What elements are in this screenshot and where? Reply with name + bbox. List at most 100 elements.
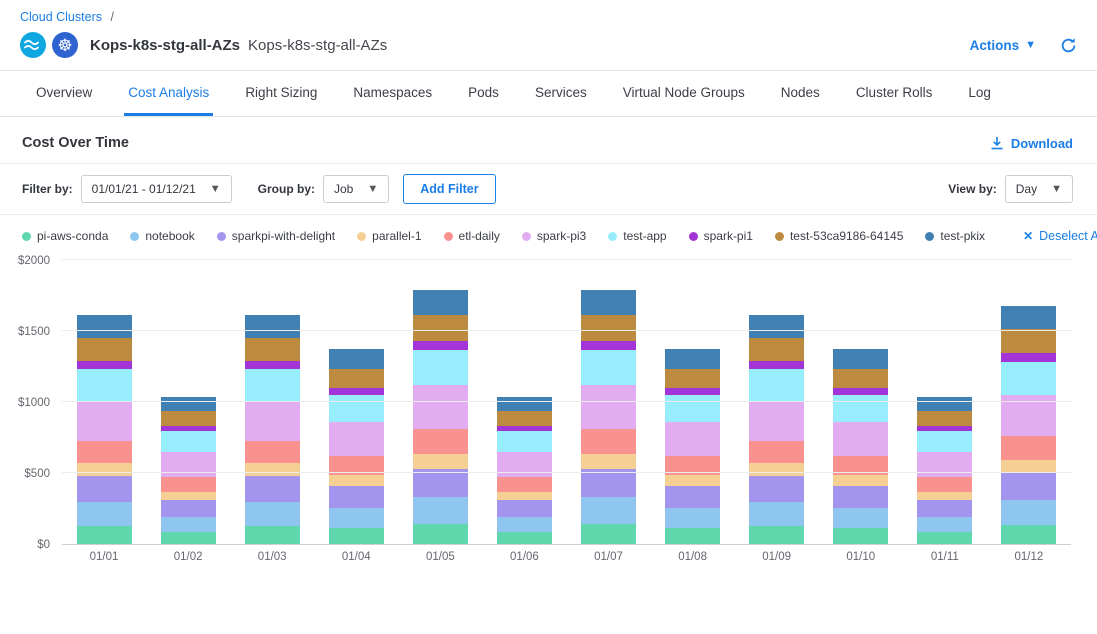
- bar-segment-sparkpi-with-delight[interactable]: [749, 476, 805, 502]
- bar-segment-parallel-1[interactable]: [328, 475, 384, 487]
- bar-segment-pi-aws-conda[interactable]: [76, 525, 132, 544]
- bar-segment-spark-pi3[interactable]: [581, 384, 636, 430]
- bar-segment-test-pkix[interactable]: [665, 349, 721, 369]
- bar-segment-test-53ca9186-64145[interactable]: [160, 411, 216, 427]
- bar-segment-spark-pi1[interactable]: [581, 340, 636, 351]
- bar-segment-notebook[interactable]: [581, 497, 636, 524]
- add-filter-button[interactable]: Add Filter: [403, 174, 496, 204]
- tab-overview[interactable]: Overview: [36, 84, 93, 100]
- bar-segment-etl-daily[interactable]: [328, 455, 384, 476]
- bar-segment-spark-pi1[interactable]: [833, 388, 889, 396]
- bar-segment-notebook[interactable]: [665, 507, 721, 529]
- legend-item-pi-aws-conda[interactable]: pi-aws-conda: [22, 229, 108, 243]
- bar-segment-sparkpi-with-delight[interactable]: [665, 486, 721, 508]
- bar-01/08[interactable]: [665, 349, 721, 544]
- bar-segment-test-app[interactable]: [1001, 362, 1057, 395]
- legend-item-etl-daily[interactable]: etl-daily: [443, 229, 500, 243]
- bar-01/10[interactable]: [833, 349, 889, 544]
- bar-segment-test-pkix[interactable]: [1001, 305, 1057, 330]
- bar-segment-test-app[interactable]: [160, 431, 216, 452]
- bar-segment-spark-pi1[interactable]: [749, 360, 805, 370]
- group-by-select[interactable]: Job ▼: [322, 175, 390, 203]
- bar-segment-notebook[interactable]: [833, 507, 889, 529]
- bar-01/02[interactable]: [160, 396, 216, 544]
- bar-segment-spark-pi3[interactable]: [496, 451, 552, 478]
- bar-segment-test-53ca9186-64145[interactable]: [496, 411, 552, 427]
- date-range-select[interactable]: 01/01/21 - 01/12/21 ▼: [80, 175, 232, 203]
- bar-segment-etl-daily[interactable]: [496, 477, 552, 493]
- bar-segment-notebook[interactable]: [412, 497, 468, 524]
- bar-segment-notebook[interactable]: [244, 501, 300, 526]
- bar-segment-test-53ca9186-64145[interactable]: [833, 368, 889, 389]
- bar-segment-etl-daily[interactable]: [917, 477, 973, 493]
- bar-01/11[interactable]: [917, 396, 973, 544]
- bar-segment-spark-pi3[interactable]: [665, 422, 721, 456]
- deselect-all-button[interactable]: ✕ Deselect All: [1023, 229, 1097, 243]
- bar-segment-test-53ca9186-64145[interactable]: [917, 411, 973, 427]
- bar-segment-sparkpi-with-delight[interactable]: [917, 500, 973, 517]
- bar-segment-sparkpi-with-delight[interactable]: [581, 468, 636, 498]
- bar-segment-etl-daily[interactable]: [160, 477, 216, 493]
- bar-segment-parallel-1[interactable]: [1001, 459, 1057, 474]
- bar-segment-etl-daily[interactable]: [581, 429, 636, 455]
- bar-segment-spark-pi3[interactable]: [412, 384, 468, 430]
- bar-segment-pi-aws-conda[interactable]: [244, 525, 300, 544]
- bar-segment-pi-aws-conda[interactable]: [328, 528, 384, 544]
- bar-01/12[interactable]: [1001, 305, 1057, 544]
- bar-segment-etl-daily[interactable]: [412, 429, 468, 455]
- bar-segment-spark-pi1[interactable]: [412, 340, 468, 351]
- bar-segment-test-app[interactable]: [244, 369, 300, 401]
- bar-segment-sparkpi-with-delight[interactable]: [244, 476, 300, 502]
- tab-namespaces[interactable]: Namespaces: [353, 84, 433, 100]
- bar-segment-pi-aws-conda[interactable]: [160, 532, 216, 544]
- bar-segment-notebook[interactable]: [328, 507, 384, 529]
- bar-segment-sparkpi-with-delight[interactable]: [76, 476, 132, 502]
- bar-segment-spark-pi3[interactable]: [328, 422, 384, 456]
- bar-segment-sparkpi-with-delight[interactable]: [833, 486, 889, 508]
- bar-segment-parallel-1[interactable]: [749, 463, 805, 477]
- refresh-icon[interactable]: [1060, 37, 1077, 54]
- bar-segment-test-53ca9186-64145[interactable]: [412, 315, 468, 341]
- bar-segment-parallel-1[interactable]: [160, 492, 216, 501]
- bar-segment-sparkpi-with-delight[interactable]: [412, 468, 468, 498]
- bar-segment-spark-pi3[interactable]: [749, 400, 805, 441]
- actions-button[interactable]: Actions ▼: [970, 38, 1036, 53]
- bar-segment-notebook[interactable]: [917, 516, 973, 533]
- bar-segment-notebook[interactable]: [160, 516, 216, 533]
- legend-item-spark-pi1[interactable]: spark-pi1: [688, 229, 753, 243]
- bar-segment-spark-pi1[interactable]: [76, 360, 132, 370]
- bar-01/03[interactable]: [244, 315, 300, 544]
- bar-segment-spark-pi3[interactable]: [917, 451, 973, 478]
- breadcrumb-link-cloud-clusters[interactable]: Cloud Clusters: [20, 10, 102, 24]
- bar-segment-notebook[interactable]: [76, 501, 132, 526]
- bar-segment-test-app[interactable]: [496, 431, 552, 452]
- bar-segment-test-app[interactable]: [833, 395, 889, 423]
- bar-segment-sparkpi-with-delight[interactable]: [1001, 473, 1057, 500]
- legend-item-spark-pi3[interactable]: spark-pi3: [521, 229, 586, 243]
- bar-segment-test-pkix[interactable]: [917, 396, 973, 412]
- bar-segment-parallel-1[interactable]: [665, 475, 721, 487]
- bar-segment-test-53ca9186-64145[interactable]: [749, 338, 805, 361]
- legend-item-test-53ca9186-64145[interactable]: test-53ca9186-64145: [774, 229, 903, 243]
- bar-segment-spark-pi1[interactable]: [1001, 353, 1057, 363]
- bar-segment-test-pkix[interactable]: [328, 349, 384, 369]
- legend-item-parallel-1[interactable]: parallel-1: [357, 229, 422, 243]
- bar-segment-pi-aws-conda[interactable]: [833, 528, 889, 544]
- bar-segment-etl-daily[interactable]: [244, 440, 300, 464]
- bar-segment-parallel-1[interactable]: [76, 463, 132, 477]
- bar-segment-parallel-1[interactable]: [244, 463, 300, 477]
- bar-segment-test-53ca9186-64145[interactable]: [665, 368, 721, 389]
- bar-segment-sparkpi-with-delight[interactable]: [328, 486, 384, 508]
- tab-right-sizing[interactable]: Right Sizing: [245, 84, 318, 100]
- bar-segment-test-pkix[interactable]: [749, 315, 805, 339]
- bar-01/01[interactable]: [76, 315, 132, 544]
- bar-01/06[interactable]: [496, 396, 552, 544]
- bar-segment-spark-pi3[interactable]: [76, 400, 132, 441]
- bar-segment-sparkpi-with-delight[interactable]: [496, 500, 552, 517]
- bar-01/07[interactable]: [581, 289, 636, 544]
- bar-segment-test-pkix[interactable]: [833, 349, 889, 369]
- bar-segment-test-pkix[interactable]: [160, 396, 216, 412]
- legend-item-test-pkix[interactable]: test-pkix: [925, 229, 985, 243]
- bar-segment-spark-pi1[interactable]: [160, 426, 216, 432]
- tab-services[interactable]: Services: [534, 84, 587, 100]
